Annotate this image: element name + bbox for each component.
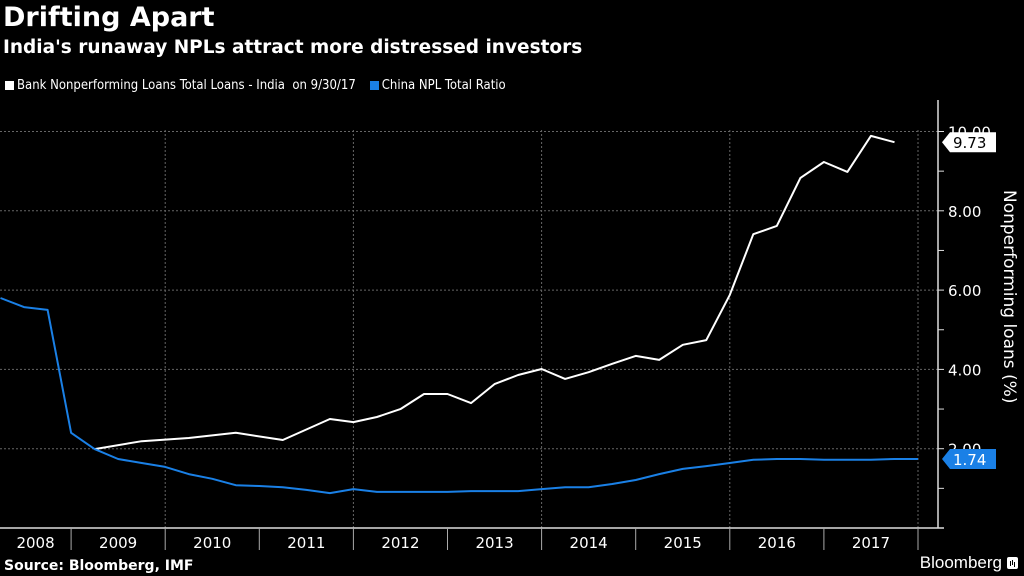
- x-axis: 2008 2009 2010 2011 2012 2013 2014 2015 2016 2017: [0, 527, 944, 552]
- legend-item-india[interactable]: Bank Nonperforming Loans Total Loans - I…: [5, 78, 356, 93]
- india-last-value-label: 9.73: [953, 134, 986, 152]
- x-tick-label: 2009: [99, 534, 137, 552]
- x-tick-label: 2011: [287, 534, 325, 552]
- legend-label-india: Bank Nonperforming Loans Total Loans - I…: [17, 78, 356, 93]
- gridlines: [0, 130, 938, 528]
- y-tick-label: 4.00: [948, 361, 981, 379]
- last-value-labels: 9.73 1.74: [942, 132, 996, 470]
- series-lines: [0, 134, 918, 495]
- y-axis-title: Nonperforming loans (%): [999, 190, 1019, 403]
- legend-label-china: China NPL Total Ratio: [381, 78, 506, 93]
- x-tick-label: 2008: [16, 534, 54, 552]
- india-last-value-tag: [942, 132, 996, 153]
- chart-subtitle: India's runaway NPLs attract more distre…: [3, 37, 583, 58]
- legend-item-china[interactable]: China NPL Total Ratio: [369, 78, 506, 93]
- legend-swatch-india: [5, 81, 14, 90]
- source-note: Source: Bloomberg, IMF: [4, 558, 194, 574]
- x-tick-label: 2016: [758, 534, 796, 552]
- x-tick-label: 2012: [381, 534, 419, 552]
- legend: Bank Nonperforming Loans Total Loans - I…: [5, 78, 506, 93]
- china-npl-line: [0, 297, 918, 495]
- chart-title: Drifting Apart: [3, 2, 215, 33]
- china-last-value-tag: [942, 449, 996, 470]
- y-tick-label: 8.00: [948, 203, 981, 221]
- x-tick-label: 2010: [193, 534, 231, 552]
- x-tick-label: 2013: [475, 534, 513, 552]
- bloomberg-logo: Bloomberg: [920, 553, 1018, 573]
- india-npl-line: [94, 134, 895, 451]
- legend-swatch-china: [369, 81, 379, 90]
- x-tick-label: 2015: [664, 534, 702, 552]
- x-tick-label: 2017: [852, 534, 890, 552]
- bloomberg-chart-icon: [1007, 557, 1018, 569]
- y-tick-label: 6.00: [948, 282, 981, 300]
- brand-name: Bloomberg: [919, 553, 1002, 572]
- x-tick-label: 2014: [570, 534, 608, 552]
- china-last-value-label: 1.74: [953, 451, 986, 469]
